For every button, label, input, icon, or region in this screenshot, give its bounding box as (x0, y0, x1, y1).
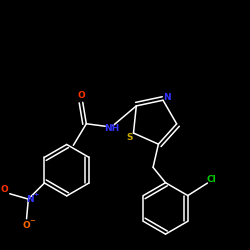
Text: NH: NH (104, 124, 119, 133)
Text: N: N (26, 194, 34, 203)
Text: Cl: Cl (207, 175, 216, 184)
Text: −: − (29, 218, 35, 224)
Text: O: O (77, 92, 85, 100)
Text: O: O (0, 185, 8, 194)
Text: O: O (23, 221, 30, 230)
Text: N: N (164, 93, 171, 102)
Text: S: S (126, 133, 132, 142)
Text: +: + (34, 192, 39, 196)
